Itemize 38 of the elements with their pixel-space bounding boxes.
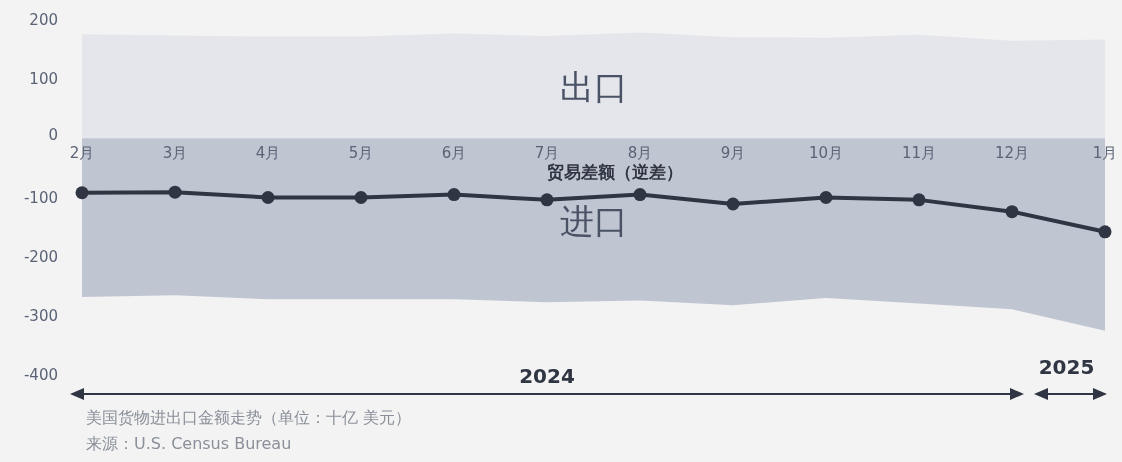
annotation: 2025: [1038, 355, 1095, 379]
point: [261, 191, 275, 204]
x-tick-label: 5月: [348, 144, 374, 163]
y-tick-label: 0: [48, 125, 58, 144]
annotation: 2024: [519, 364, 575, 388]
series-label: 出口: [559, 67, 628, 108]
point: [633, 188, 647, 202]
y-tick-label: 200: [29, 11, 58, 30]
series-label: 进口: [559, 200, 628, 241]
point: [540, 193, 554, 207]
point: [819, 191, 833, 204]
x-tick-label: 4月: [255, 144, 281, 163]
point: [354, 191, 368, 204]
y-tick-label: -200: [23, 247, 58, 266]
x-tick-label: 3月: [162, 144, 188, 163]
y-tick-label: -400: [23, 366, 58, 385]
point: [1098, 225, 1112, 239]
point: [912, 193, 926, 207]
point: [168, 185, 182, 199]
text: 美国货物进出口金额走势（单位：十亿 美元）: [86, 408, 412, 427]
x-tick-label: 7月: [534, 144, 560, 163]
x-tick-label: 9月: [720, 144, 746, 163]
x-tick-label: 6月: [441, 144, 467, 163]
point: [1005, 205, 1019, 219]
source-note: 来源：U.S. Census Bureau: [86, 434, 292, 453]
point: [447, 188, 461, 202]
y-tick-label: -300: [23, 307, 58, 326]
x-tick-label: 10月: [808, 144, 844, 163]
point: [726, 197, 740, 211]
x-tick-label: 12月: [994, 144, 1030, 163]
point: [75, 186, 89, 200]
y-tick-label: 100: [29, 70, 58, 89]
y-tick-label: -100: [23, 188, 58, 207]
x-tick-label: 1月: [1092, 144, 1118, 163]
x-tick-label: 8月: [627, 144, 653, 163]
series-label: 贸易差额（逆差）: [547, 162, 683, 183]
x-tick-label: 11月: [901, 144, 937, 163]
x-tick-label: 2月: [69, 144, 95, 163]
